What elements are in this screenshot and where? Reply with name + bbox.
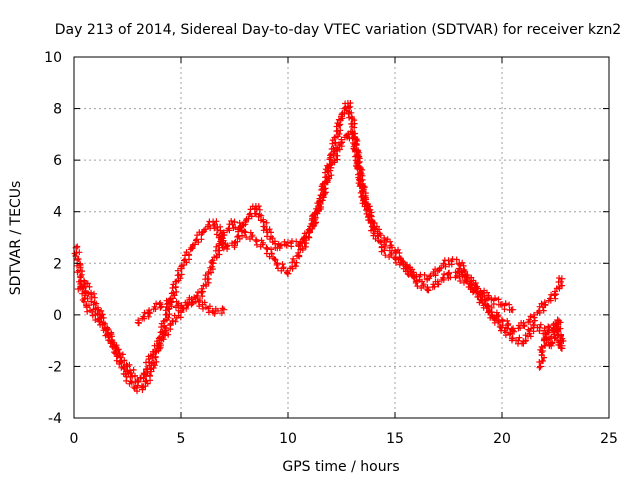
data-point [539,347,547,355]
data-trace [198,259,216,295]
data-trace [76,271,91,309]
grid [74,57,609,418]
data-trace [546,321,557,333]
data-point [188,244,196,252]
x-tick-label: 10 [279,431,297,447]
data-trace [263,245,280,268]
data-trace [156,320,174,346]
data-point [220,306,228,314]
data-trace [549,323,560,338]
data-trace [220,218,237,239]
data-trace [465,282,485,303]
plot-frame [73,56,610,419]
data-trace [84,302,97,319]
data-trace [479,287,492,302]
data-trace [345,130,358,142]
data-trace [211,218,220,232]
y-tick-label: 8 [53,102,62,118]
x-axis-label: GPS time / hours [282,459,399,475]
data-trace [487,313,504,330]
data-trace [552,275,566,297]
data-trace [253,236,271,252]
data-trace [338,132,351,146]
data-trace [167,298,182,311]
data-trace [350,134,368,194]
data-point [487,311,495,319]
data-point [241,218,249,226]
y-tick-label: -2 [48,359,62,375]
data-trace [139,370,154,391]
tick-labels: 0 5 10 15 20 25 -4 -2 0 2 4 6 8 10 [44,50,618,447]
data-trace [359,188,378,234]
series-1 [74,99,517,395]
data-trace [166,265,185,303]
data-trace [426,266,439,282]
data-trace [305,199,325,236]
chart-title: Day 213 of 2014, Sidereal Day-to-day VTE… [55,22,621,38]
data-series [71,99,567,395]
y-tick-label: 10 [44,50,62,66]
data-trace [434,271,452,288]
data-trace [209,230,227,266]
data-trace [455,267,474,288]
data-point [537,362,545,370]
data-trace [276,238,290,252]
y-axis-label: SDTVAR / TECUs [8,181,24,296]
x-tick-label: 0 [70,431,79,447]
data-point [509,306,517,314]
y-tick-label: 0 [53,308,62,324]
y-tick-label: 6 [53,153,62,169]
data-point [558,342,566,350]
x-tick-label: 5 [177,431,186,447]
data-trace [476,297,496,319]
y-tick-label: -4 [48,411,62,427]
axes [73,56,610,419]
y-tick-label: 4 [53,205,62,221]
data-trace [102,325,120,356]
data-trace [327,140,345,171]
data-point [209,308,217,316]
data-trace [295,228,313,259]
data-trace [392,254,410,271]
data-point [141,370,149,378]
y-tick-label: 2 [53,256,62,272]
data-trace [157,297,171,310]
data-trace [167,307,184,328]
data-trace [146,300,164,317]
data-point [455,264,463,272]
series-3 [134,130,566,335]
data-trace [147,342,164,359]
data-point [295,241,303,249]
data-trace [284,253,303,277]
x-tick-label: 20 [493,431,511,447]
data-trace [531,300,547,321]
data-trace [211,305,226,317]
data-trace [253,203,270,234]
data-point [477,295,485,303]
data-trace [124,361,141,385]
data-point [220,244,228,252]
data-trace [189,229,205,249]
series-5 [536,321,566,371]
data-trace [541,323,552,343]
x-tick-label: 25 [600,431,618,447]
data-point [466,280,474,288]
data-trace [316,164,335,205]
data-trace [370,227,388,255]
data-trace [71,243,86,281]
data-point [558,275,566,283]
data-trace [554,333,565,348]
x-tick-label: 15 [386,431,404,447]
data-trace [402,263,419,286]
